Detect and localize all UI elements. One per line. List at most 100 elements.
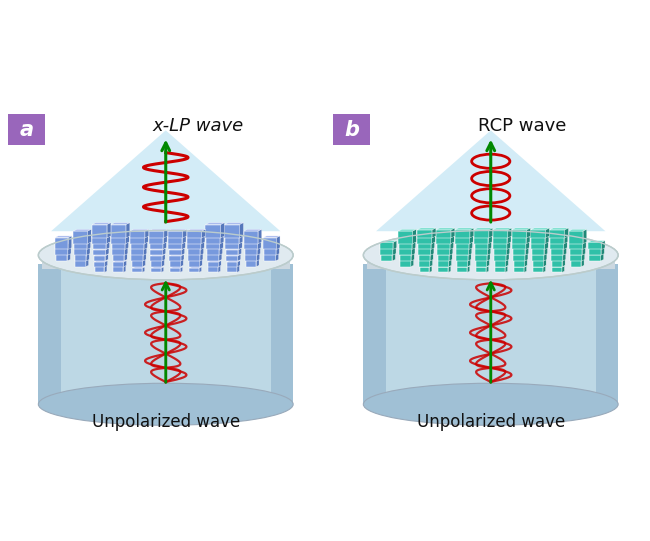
Polygon shape xyxy=(486,266,489,273)
Polygon shape xyxy=(589,242,604,244)
Polygon shape xyxy=(112,249,127,250)
Polygon shape xyxy=(219,249,222,261)
Polygon shape xyxy=(549,230,565,238)
Polygon shape xyxy=(508,229,511,243)
Polygon shape xyxy=(38,264,293,404)
Polygon shape xyxy=(131,249,146,250)
Polygon shape xyxy=(398,229,417,231)
Polygon shape xyxy=(494,242,510,244)
Polygon shape xyxy=(564,229,568,243)
Polygon shape xyxy=(411,253,414,261)
Polygon shape xyxy=(474,242,488,249)
Polygon shape xyxy=(487,253,490,261)
Ellipse shape xyxy=(38,230,293,280)
Polygon shape xyxy=(245,249,260,250)
Polygon shape xyxy=(589,244,601,255)
Polygon shape xyxy=(132,257,143,267)
Polygon shape xyxy=(381,253,395,255)
Polygon shape xyxy=(551,244,564,255)
Polygon shape xyxy=(94,262,105,267)
Polygon shape xyxy=(276,242,280,255)
Polygon shape xyxy=(412,242,415,255)
Polygon shape xyxy=(74,244,87,255)
Polygon shape xyxy=(112,237,125,249)
Polygon shape xyxy=(188,250,200,261)
Polygon shape xyxy=(399,244,412,255)
Polygon shape xyxy=(533,257,543,267)
Polygon shape xyxy=(551,242,567,244)
Polygon shape xyxy=(238,254,240,261)
Polygon shape xyxy=(124,261,127,267)
Polygon shape xyxy=(551,241,567,242)
Polygon shape xyxy=(220,242,222,255)
Polygon shape xyxy=(571,256,584,257)
Polygon shape xyxy=(263,236,280,237)
Polygon shape xyxy=(531,231,545,243)
Polygon shape xyxy=(187,231,202,238)
Polygon shape xyxy=(55,242,71,244)
Polygon shape xyxy=(277,236,280,249)
Polygon shape xyxy=(168,229,187,231)
Polygon shape xyxy=(107,235,111,243)
Polygon shape xyxy=(550,231,564,243)
Polygon shape xyxy=(582,241,586,249)
Polygon shape xyxy=(149,231,164,243)
Polygon shape xyxy=(417,230,432,238)
Text: Unpolarized wave: Unpolarized wave xyxy=(417,413,565,431)
Polygon shape xyxy=(437,241,454,242)
Polygon shape xyxy=(400,257,411,267)
Polygon shape xyxy=(457,257,468,267)
Polygon shape xyxy=(73,229,92,231)
Polygon shape xyxy=(257,236,261,249)
Polygon shape xyxy=(430,266,432,273)
Polygon shape xyxy=(183,229,186,243)
Polygon shape xyxy=(546,228,549,238)
Polygon shape xyxy=(151,267,164,268)
Polygon shape xyxy=(588,242,602,249)
Polygon shape xyxy=(431,241,435,249)
Polygon shape xyxy=(430,253,434,261)
Polygon shape xyxy=(450,242,453,255)
Polygon shape xyxy=(570,253,585,255)
Polygon shape xyxy=(380,244,393,255)
Polygon shape xyxy=(495,256,508,257)
Polygon shape xyxy=(564,241,567,249)
Polygon shape xyxy=(437,242,450,249)
Polygon shape xyxy=(476,266,489,267)
Polygon shape xyxy=(514,267,524,273)
Polygon shape xyxy=(168,231,183,243)
Polygon shape xyxy=(162,248,166,255)
Polygon shape xyxy=(68,236,72,249)
Polygon shape xyxy=(226,256,238,261)
Polygon shape xyxy=(417,229,436,231)
Polygon shape xyxy=(245,250,257,261)
Polygon shape xyxy=(206,236,223,237)
Polygon shape xyxy=(237,262,239,273)
Polygon shape xyxy=(569,242,582,249)
Polygon shape xyxy=(246,256,259,257)
Polygon shape xyxy=(75,249,89,250)
Polygon shape xyxy=(468,253,471,261)
Polygon shape xyxy=(181,256,183,267)
Polygon shape xyxy=(493,231,508,243)
Polygon shape xyxy=(151,268,161,273)
Polygon shape xyxy=(543,266,545,273)
Polygon shape xyxy=(68,249,70,261)
Polygon shape xyxy=(549,228,569,230)
Polygon shape xyxy=(130,231,145,238)
Polygon shape xyxy=(187,229,205,231)
Polygon shape xyxy=(226,242,242,243)
Polygon shape xyxy=(512,230,526,238)
Polygon shape xyxy=(181,248,185,255)
Polygon shape xyxy=(114,263,124,273)
Polygon shape xyxy=(532,255,544,261)
Polygon shape xyxy=(244,242,261,244)
Polygon shape xyxy=(220,236,223,249)
Polygon shape xyxy=(488,242,491,255)
Polygon shape xyxy=(151,257,162,267)
Polygon shape xyxy=(170,267,183,268)
Polygon shape xyxy=(570,255,582,261)
Polygon shape xyxy=(162,256,164,267)
Polygon shape xyxy=(170,254,184,256)
Polygon shape xyxy=(239,242,242,249)
